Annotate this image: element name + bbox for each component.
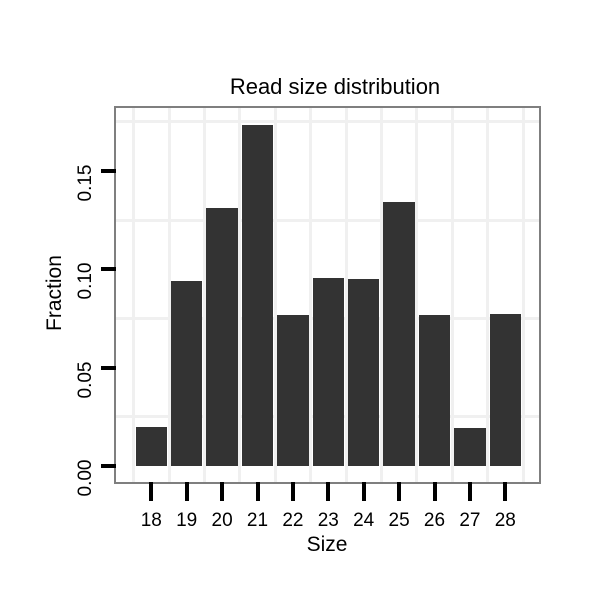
plot-panel (116, 108, 539, 482)
x-tick-mark (326, 482, 331, 501)
x-tick-mark (290, 482, 295, 501)
minor-gridline-vertical (415, 108, 419, 482)
minor-gridline-vertical (486, 108, 490, 482)
x-tick-mark (432, 482, 437, 501)
y-tick-label: 0.00 (75, 459, 96, 497)
bar-size-21 (241, 125, 274, 466)
bar-size-23 (312, 278, 345, 466)
x-tick-mark (149, 482, 154, 501)
bar-size-27 (454, 428, 486, 466)
minor-gridline-vertical (450, 108, 454, 482)
bar-size-25 (383, 202, 415, 466)
x-tick-mark (397, 482, 402, 501)
y-tick-mark (101, 365, 116, 370)
minor-gridline-vertical (238, 108, 242, 482)
minor-gridline-vertical (309, 108, 313, 482)
y-tick-label: 0.15 (75, 164, 96, 202)
minor-gridline-vertical (344, 108, 348, 482)
x-tick-label: 21 (246, 510, 269, 531)
y-tick-mark (101, 169, 116, 174)
minor-gridline-vertical (273, 108, 277, 482)
bar-size-19 (170, 281, 203, 466)
x-tick-label: 18 (140, 510, 162, 531)
x-tick-label: 25 (388, 510, 410, 531)
x-tick-mark (361, 482, 366, 501)
x-tick-label: 22 (282, 510, 304, 531)
y-tick-label: 0.10 (75, 262, 96, 300)
x-tick-label: 20 (211, 510, 233, 531)
x-tick-mark (184, 482, 189, 501)
x-tick-label: 23 (317, 510, 339, 531)
chart-title: Read size distribution (229, 74, 441, 99)
bar-size-18 (135, 427, 167, 466)
x-tick-mark (503, 482, 508, 501)
y-tick-mark (101, 464, 116, 468)
bar-size-26 (418, 315, 451, 466)
bar-size-22 (277, 315, 309, 466)
minor-gridline-horizontal (116, 120, 539, 124)
minor-gridline-horizontal (116, 218, 539, 222)
bar-size-24 (347, 279, 380, 466)
minor-gridline-vertical (132, 108, 136, 482)
x-axis-title: Size (306, 533, 348, 556)
x-tick-label: 27 (459, 510, 481, 531)
minor-gridline-vertical (379, 108, 383, 482)
x-tick-label: 19 (176, 510, 198, 531)
minor-gridline-vertical (202, 108, 206, 482)
x-tick-label: 26 (423, 510, 446, 531)
minor-gridline-vertical (521, 108, 525, 482)
x-tick-label: 28 (494, 510, 516, 531)
x-tick-label: 24 (353, 510, 375, 531)
bar-size-28 (489, 314, 522, 466)
minor-gridline-vertical (167, 108, 171, 482)
x-tick-mark (220, 482, 225, 501)
y-tick-mark (101, 267, 116, 272)
x-tick-mark (255, 482, 260, 501)
y-axis-title: Fraction (43, 255, 66, 331)
y-tick-label: 0.05 (75, 361, 96, 399)
x-tick-mark (467, 482, 472, 501)
bar-size-20 (206, 208, 238, 466)
